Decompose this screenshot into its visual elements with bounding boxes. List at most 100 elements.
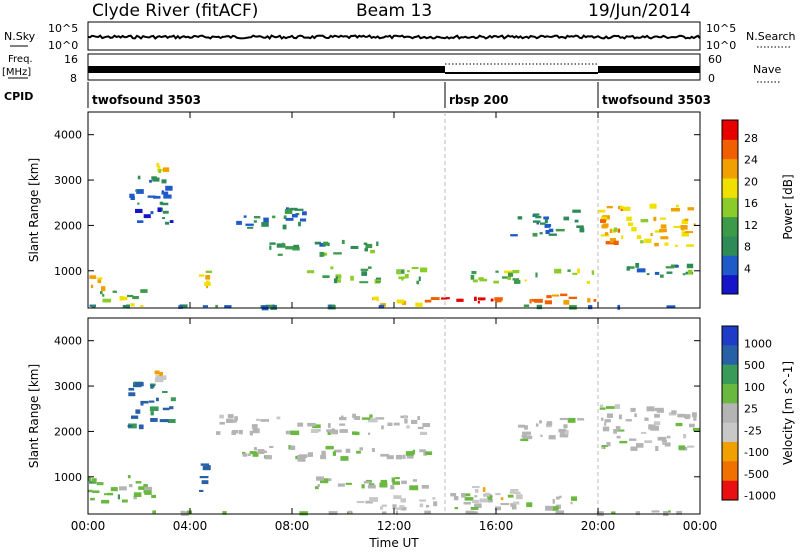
scatter-cell [356, 450, 361, 454]
scatter-cell [252, 452, 259, 457]
y-tick-label: 1000 [54, 265, 82, 278]
scatter-cell [339, 429, 348, 433]
scatter-cell [135, 208, 143, 213]
scatter-cell [572, 272, 578, 275]
scatter-cell [664, 242, 669, 246]
scatter-cell [265, 304, 275, 308]
y-tick-label: 2000 [54, 425, 82, 438]
scatter-cell [419, 499, 427, 502]
scatter-cell [478, 297, 485, 301]
scatter-cell [628, 222, 634, 226]
scatter-cell [137, 202, 140, 205]
scatter-cell [684, 414, 691, 419]
scatter-cell [130, 303, 135, 307]
scatter-cell [144, 486, 153, 491]
scatter-cell [97, 277, 103, 280]
scatter-cell [472, 279, 478, 283]
scatter-cell [654, 271, 660, 275]
scatter-cell [163, 194, 172, 199]
scatter-cell [404, 274, 409, 279]
scatter-cell [510, 234, 518, 237]
scatter-cell [264, 455, 272, 460]
scatter-cell [361, 484, 365, 489]
date-label: 19/Jun/2014 [588, 1, 691, 21]
scatter-cell [337, 279, 341, 283]
scatter-cell [548, 228, 554, 233]
scatter-cell [337, 483, 345, 487]
scatter-cell [396, 299, 405, 304]
scatter-cell [149, 406, 159, 411]
x-tick-label: 00:00 [71, 519, 106, 533]
scatter-cell [380, 303, 386, 307]
scatter-cell [321, 252, 325, 257]
colorbar-swatch [722, 255, 738, 276]
scatter-cell [687, 269, 693, 275]
scatter-cell [630, 407, 636, 412]
scatter-cell [513, 491, 521, 495]
scatter-cell [350, 275, 354, 281]
scatter-cell [539, 420, 542, 424]
colorbar-tick-label: 24 [744, 154, 758, 167]
scatter-cell [269, 445, 274, 448]
scatter-cell [654, 413, 660, 418]
scatter-cell [577, 268, 580, 274]
x-tick-label: 04:00 [173, 519, 208, 533]
scatter-cell [317, 484, 320, 487]
scatter-cell [412, 479, 417, 482]
scatter-cell [339, 416, 347, 421]
cpid-segment-label: rbsp 200 [449, 93, 508, 107]
scatter-cell [620, 205, 624, 209]
colorbar-swatch [722, 384, 738, 404]
x-tick-label: 12:00 [377, 519, 412, 533]
scatter-cell [319, 251, 324, 257]
scatter-cell [199, 489, 204, 492]
scatter-cell [129, 484, 133, 488]
scatter-cell [122, 305, 128, 309]
scatter-cell [289, 207, 298, 211]
scatter-cell [545, 505, 553, 511]
scatter-cell [653, 421, 661, 426]
scatter-cell [131, 415, 139, 419]
colorbar-tick-label: 1000 [744, 337, 772, 350]
scatter-cell [601, 417, 604, 421]
scatter-cell [153, 195, 161, 199]
scatter-cell [684, 218, 689, 221]
scatter-cell [529, 435, 533, 440]
scatter-cell [330, 266, 334, 270]
scatter-cell [245, 223, 254, 226]
scatter-cell [405, 451, 414, 456]
scatter-cell [150, 211, 154, 215]
scatter-cell [567, 417, 576, 423]
scatter-cell [648, 424, 656, 430]
scatter-cell [315, 486, 319, 490]
scatter-cell [532, 220, 541, 223]
scatter-cell [629, 438, 637, 441]
scatter-cell [554, 268, 562, 274]
scatter-cell [500, 497, 504, 501]
scatter-cell [352, 431, 357, 435]
scatter-cell [418, 276, 421, 282]
scatter-cell [376, 241, 379, 246]
scatter-cell [150, 418, 158, 422]
scatter-cell [322, 275, 330, 278]
scatter-cell [559, 433, 569, 438]
scatter-cell [316, 476, 324, 481]
scatter-cell [380, 479, 388, 485]
scatter-cell [107, 492, 114, 496]
scatter-cell [493, 280, 499, 284]
scatter-cell [335, 274, 342, 279]
scatter-cell [474, 503, 482, 508]
scatter-cell [471, 271, 477, 275]
colorbar-swatch [722, 216, 738, 237]
scatter-cell [495, 299, 502, 303]
scatter-cell [386, 455, 394, 460]
scatter-cell [655, 446, 659, 451]
scatter-cell [253, 447, 257, 451]
scatter-cell [302, 211, 307, 216]
scatter-cell [416, 280, 420, 285]
scatter-cell [620, 208, 624, 211]
colorbar-swatch [722, 364, 738, 385]
scatter-cell [650, 233, 653, 237]
scatter-cell [543, 216, 549, 220]
scatter-cell [532, 232, 538, 237]
